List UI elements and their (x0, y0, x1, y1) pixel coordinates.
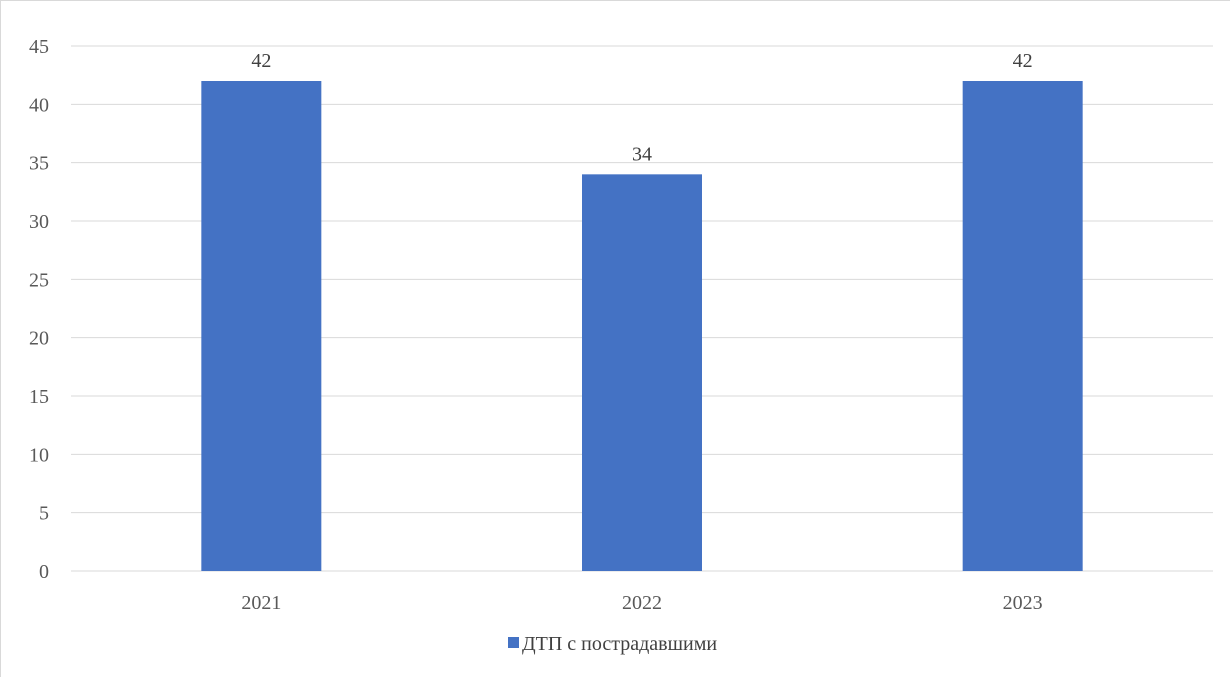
x-tick-label: 2021 (241, 592, 281, 614)
y-tick-label: 10 (29, 444, 49, 466)
y-tick-label: 20 (29, 328, 49, 350)
y-tick-label: 15 (29, 386, 49, 408)
bar (582, 174, 702, 572)
y-tick-label: 40 (29, 94, 49, 116)
data-label: 34 (632, 143, 652, 165)
x-tick-label: 2022 (622, 592, 662, 614)
y-tick-label: 30 (29, 211, 49, 233)
bar (962, 81, 1083, 571)
y-tick-label: 0 (39, 561, 49, 583)
x-tick-label: 2023 (1003, 592, 1043, 614)
data-label: 42 (251, 50, 271, 72)
y-tick-label: 5 (39, 503, 49, 525)
y-tick-label: 35 (29, 153, 49, 175)
y-tick-label: 25 (29, 269, 49, 291)
legend-label: ДТП с пострадавшими (522, 633, 717, 655)
legend-swatch (508, 637, 519, 648)
y-tick-label: 45 (29, 36, 49, 58)
bar (201, 81, 322, 571)
data-label: 42 (1013, 50, 1033, 72)
